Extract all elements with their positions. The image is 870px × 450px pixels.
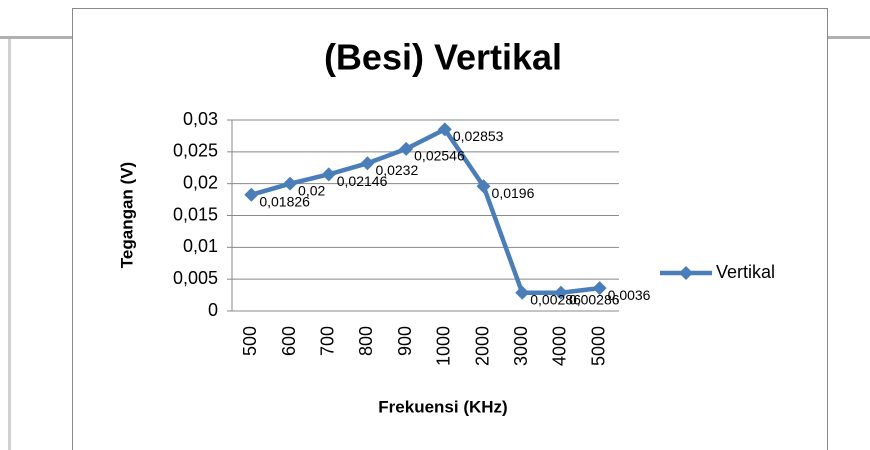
x-tick-label: 600 <box>279 326 299 356</box>
data-label: 0,0232 <box>375 162 418 178</box>
marker <box>515 285 530 300</box>
data-label: 0,0196 <box>492 185 535 201</box>
x-tick-label: 800 <box>356 326 376 356</box>
marker <box>283 176 298 191</box>
legend-marker <box>679 266 693 280</box>
marker <box>592 281 607 296</box>
marker <box>437 122 452 137</box>
data-label: 0,02853 <box>453 128 504 144</box>
x-tick-label: 700 <box>318 326 338 356</box>
data-label: 0,00286 <box>530 291 581 307</box>
page-edge <box>8 39 11 450</box>
chart-frame <box>72 8 828 450</box>
data-label: 0,02546 <box>414 148 465 164</box>
marker <box>244 187 259 202</box>
marker <box>476 179 491 194</box>
chart-title: (Besi) Vertikal <box>324 37 562 78</box>
y-tick-label: 0,01 <box>183 236 218 256</box>
line <box>250 127 600 296</box>
x-axis-label: Frekuensi (KHz) <box>378 397 507 416</box>
data-label: 0,02146 <box>337 173 388 189</box>
marker <box>553 285 568 300</box>
y-axis-label: Tegangan (V) <box>117 162 136 268</box>
y-tick-label: 0,015 <box>173 204 218 224</box>
y-tick-label: 0,02 <box>183 172 218 192</box>
y-tick-label: 0,005 <box>173 268 218 288</box>
marker <box>399 141 414 156</box>
page-edge <box>0 36 72 39</box>
x-tick-label: 3000 <box>511 326 531 366</box>
marker <box>321 167 336 182</box>
x-tick-label: 900 <box>395 326 415 356</box>
x-tick-label: 5000 <box>588 326 608 366</box>
y-tick-label: 0,03 <box>183 109 218 129</box>
x-tick-label: 500 <box>240 326 260 356</box>
x-tick-label: 4000 <box>550 326 570 366</box>
x-tick-label: 2000 <box>472 326 492 366</box>
legend-label: Vertikal <box>716 262 775 282</box>
page-edge <box>828 36 870 39</box>
data-label: 0,02 <box>298 182 325 198</box>
x-tick-label: 1000 <box>434 326 454 366</box>
marker <box>360 156 375 171</box>
data-label: 0,00286 <box>569 291 620 307</box>
data-label: 0,0036 <box>608 287 651 303</box>
y-tick-label: 0,025 <box>173 141 218 161</box>
y-tick-label: 0 <box>208 300 218 320</box>
data-label: 0,01826 <box>259 193 310 209</box>
